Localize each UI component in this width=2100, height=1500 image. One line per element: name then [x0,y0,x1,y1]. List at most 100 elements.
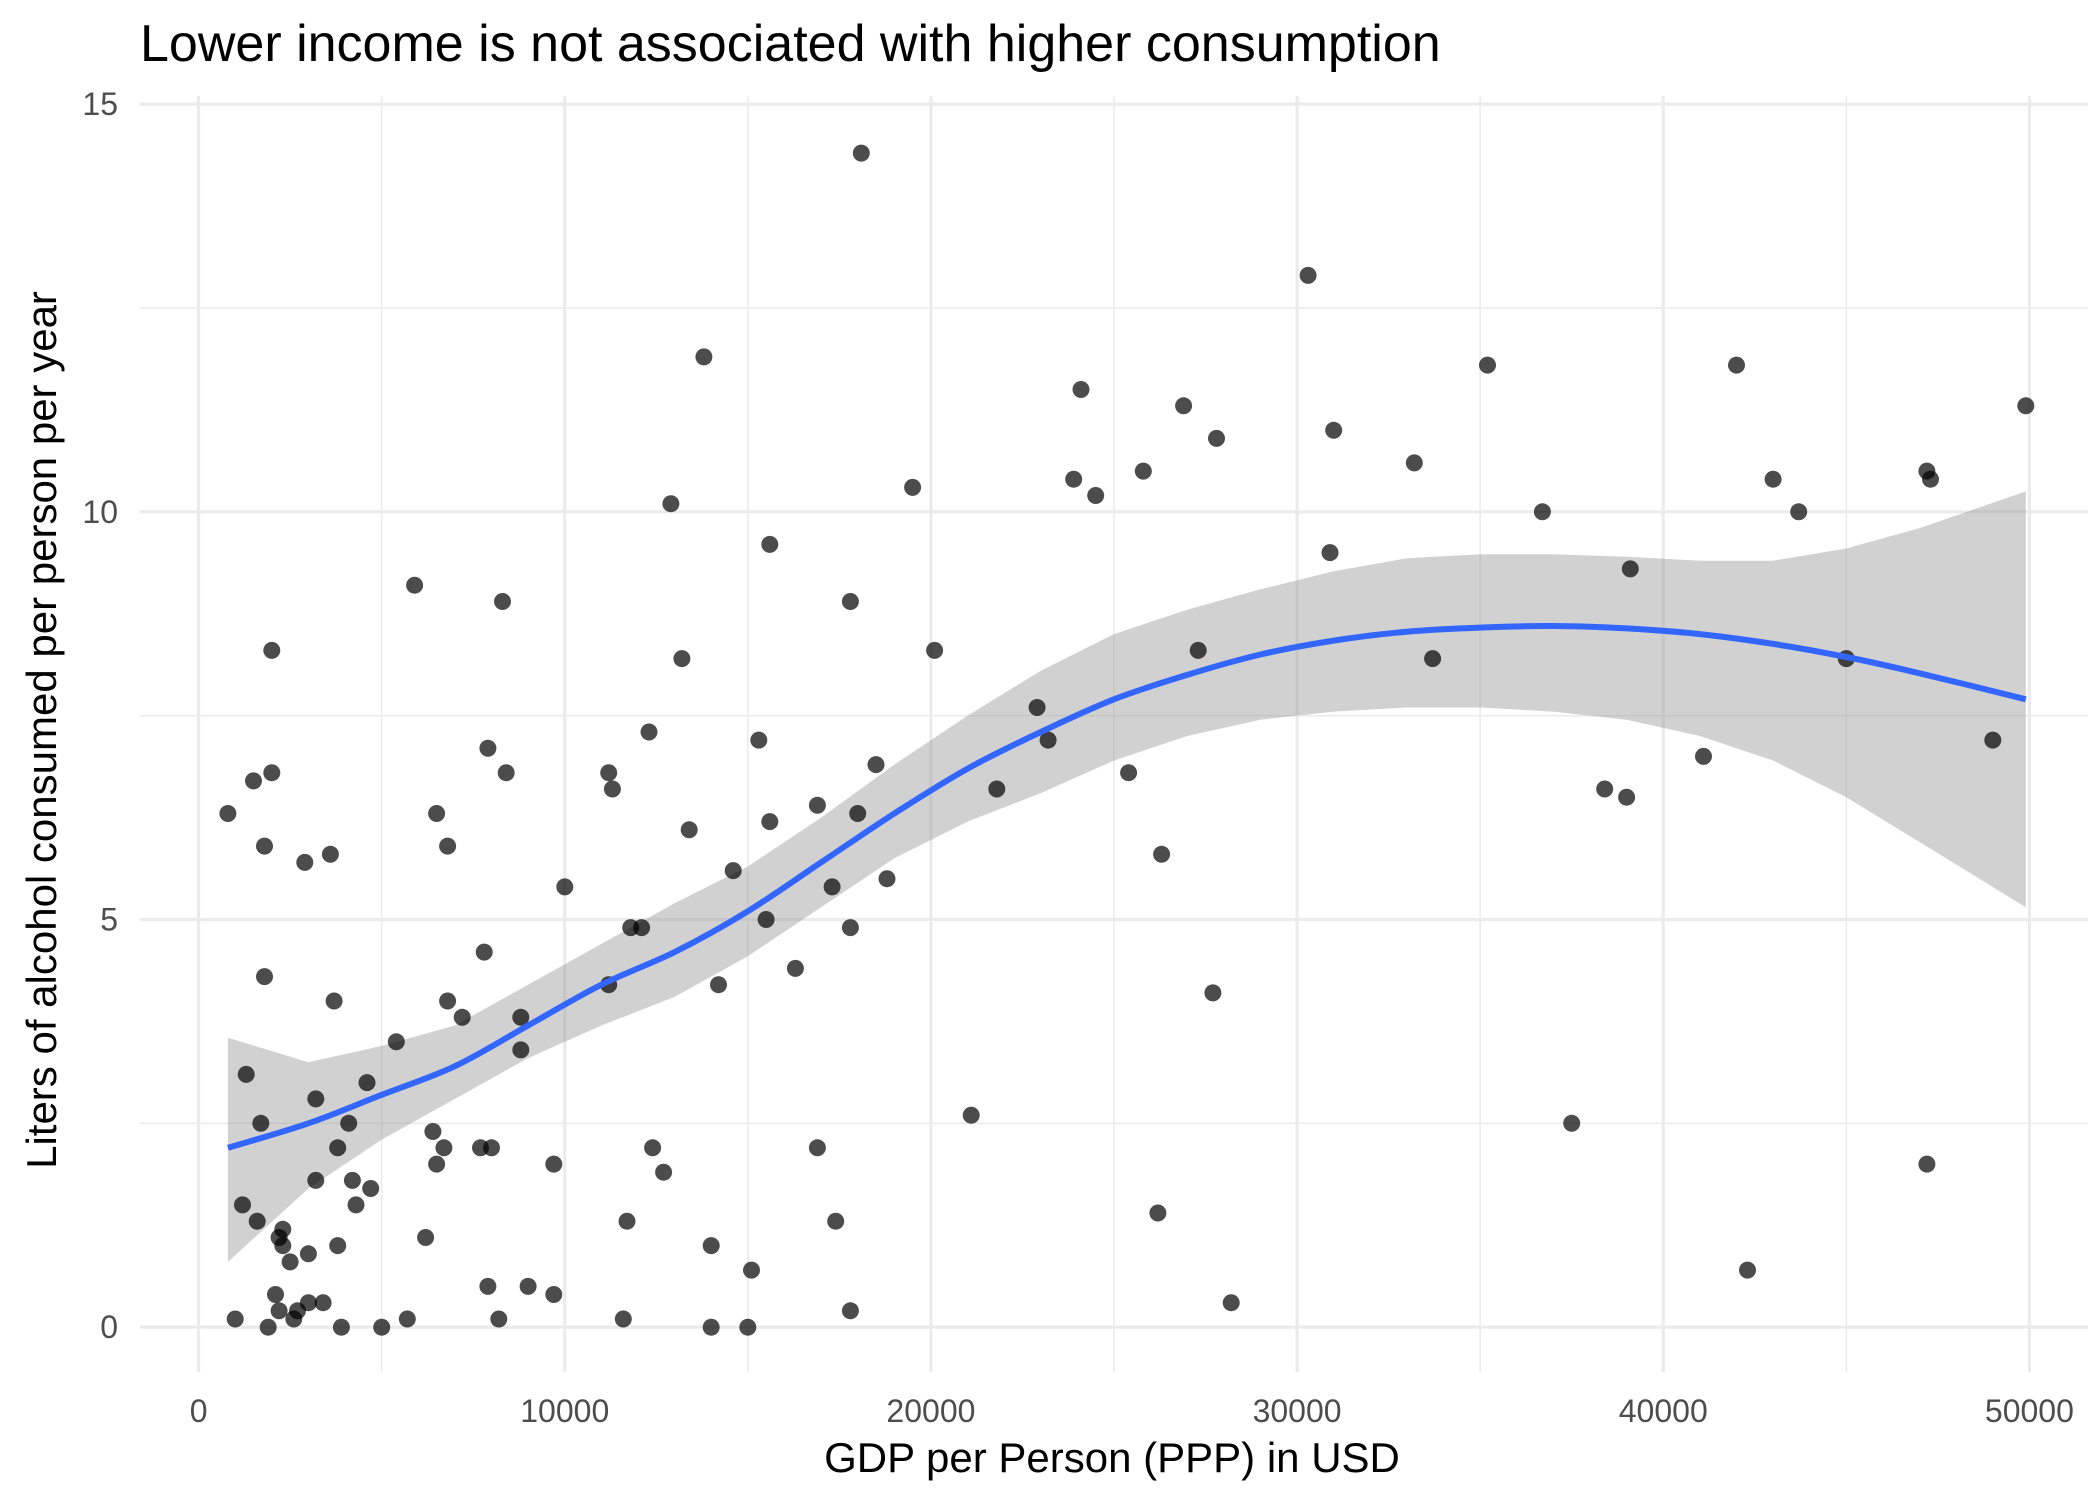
data-point [841,593,859,610]
data-point [1563,1114,1581,1132]
data-point [1120,764,1138,782]
x-tick-label: 20000 [886,1393,975,1429]
data-point [479,739,497,757]
data-point [274,1220,292,1238]
data-point [1424,650,1442,668]
data-point [673,650,691,668]
data-point [256,968,273,986]
data-point [439,837,457,855]
major-gridlines [140,96,2088,1372]
data-point [545,1286,563,1303]
data-point [988,780,1006,798]
data-point [1204,984,1222,1002]
data-point [329,1139,347,1157]
data-point [680,821,698,839]
data-point [299,1245,317,1263]
data-point [556,878,574,896]
data-point [1325,421,1343,439]
data-point [226,1310,244,1328]
data-point [1222,1294,1240,1312]
chart-title: Lower income is not associated with high… [140,15,1441,73]
data-point [234,1196,251,1214]
data-point [398,1310,416,1328]
y-axis-tick-labels: 0 5 10 15 [82,86,118,1345]
data-point [545,1155,563,1173]
y-tick-label: 10 [82,494,118,530]
data-point [270,1302,288,1320]
data-point [428,805,446,822]
data-point [841,919,859,937]
data-point [1621,560,1639,578]
data-point [299,1294,317,1312]
data-point [406,576,424,594]
data-point [1618,788,1636,806]
x-tick-label: 30000 [1253,1393,1342,1429]
confidence-band-layer [227,491,2026,1262]
data-point [248,1212,266,1230]
data-point [1479,356,1496,374]
data-point [263,641,281,659]
data-point [852,144,870,162]
data-point [358,1074,376,1092]
y-axis-title: Liters of alcohol consumed per person pe… [18,291,65,1169]
data-point [600,764,618,782]
data-point [662,495,680,513]
data-point [808,1139,826,1157]
data-point [757,911,775,928]
data-point [490,1310,508,1328]
data-point [1596,780,1614,798]
data-point [494,593,511,610]
data-point [281,1253,299,1271]
data-point [325,992,343,1010]
data-point [274,1237,292,1255]
x-tick-label: 40000 [1619,1393,1708,1429]
data-point [904,478,922,496]
data-point [237,1065,255,1083]
data-point [263,764,281,782]
data-point [710,976,727,994]
data-point [926,641,944,659]
scatter-points-layer [219,144,2035,1336]
data-point [1321,544,1339,562]
data-point [387,1033,405,1051]
data-point [603,780,621,798]
data-point [1153,845,1171,863]
data-point [1695,747,1712,765]
data-point [1922,470,1939,488]
data-point [1087,487,1105,504]
data-point [1072,381,1090,398]
x-tick-label: 50000 [1985,1393,2074,1429]
data-point [1918,1155,1936,1173]
data-point [1764,470,1782,488]
y-tick-label: 5 [100,901,118,937]
data-point [962,1106,980,1124]
data-point [307,1171,325,1189]
data-point [256,837,273,855]
data-point [259,1318,277,1336]
data-point [702,1318,720,1336]
data-point [343,1171,361,1189]
data-point [1790,503,1808,521]
data-point [483,1139,500,1157]
data-point [878,870,896,888]
data-point [1299,266,1317,284]
x-tick-label: 10000 [520,1393,609,1429]
data-point [340,1114,358,1132]
data-point [743,1261,760,1279]
y-tick-label: 0 [100,1309,118,1345]
data-point [296,853,314,871]
data-point [512,1041,530,1059]
data-point [314,1294,332,1312]
data-point [1134,462,1152,480]
data-point [1533,503,1551,521]
data-point [761,813,779,831]
x-axis-tick-labels: 0 10000 20000 30000 40000 50000 [190,1393,2074,1429]
data-point [245,772,262,790]
data-point [827,1212,845,1230]
data-point [453,1008,471,1026]
minor-gridlines [140,96,2088,1372]
data-point [786,959,804,977]
data-point [618,1212,636,1230]
data-point [702,1237,720,1255]
